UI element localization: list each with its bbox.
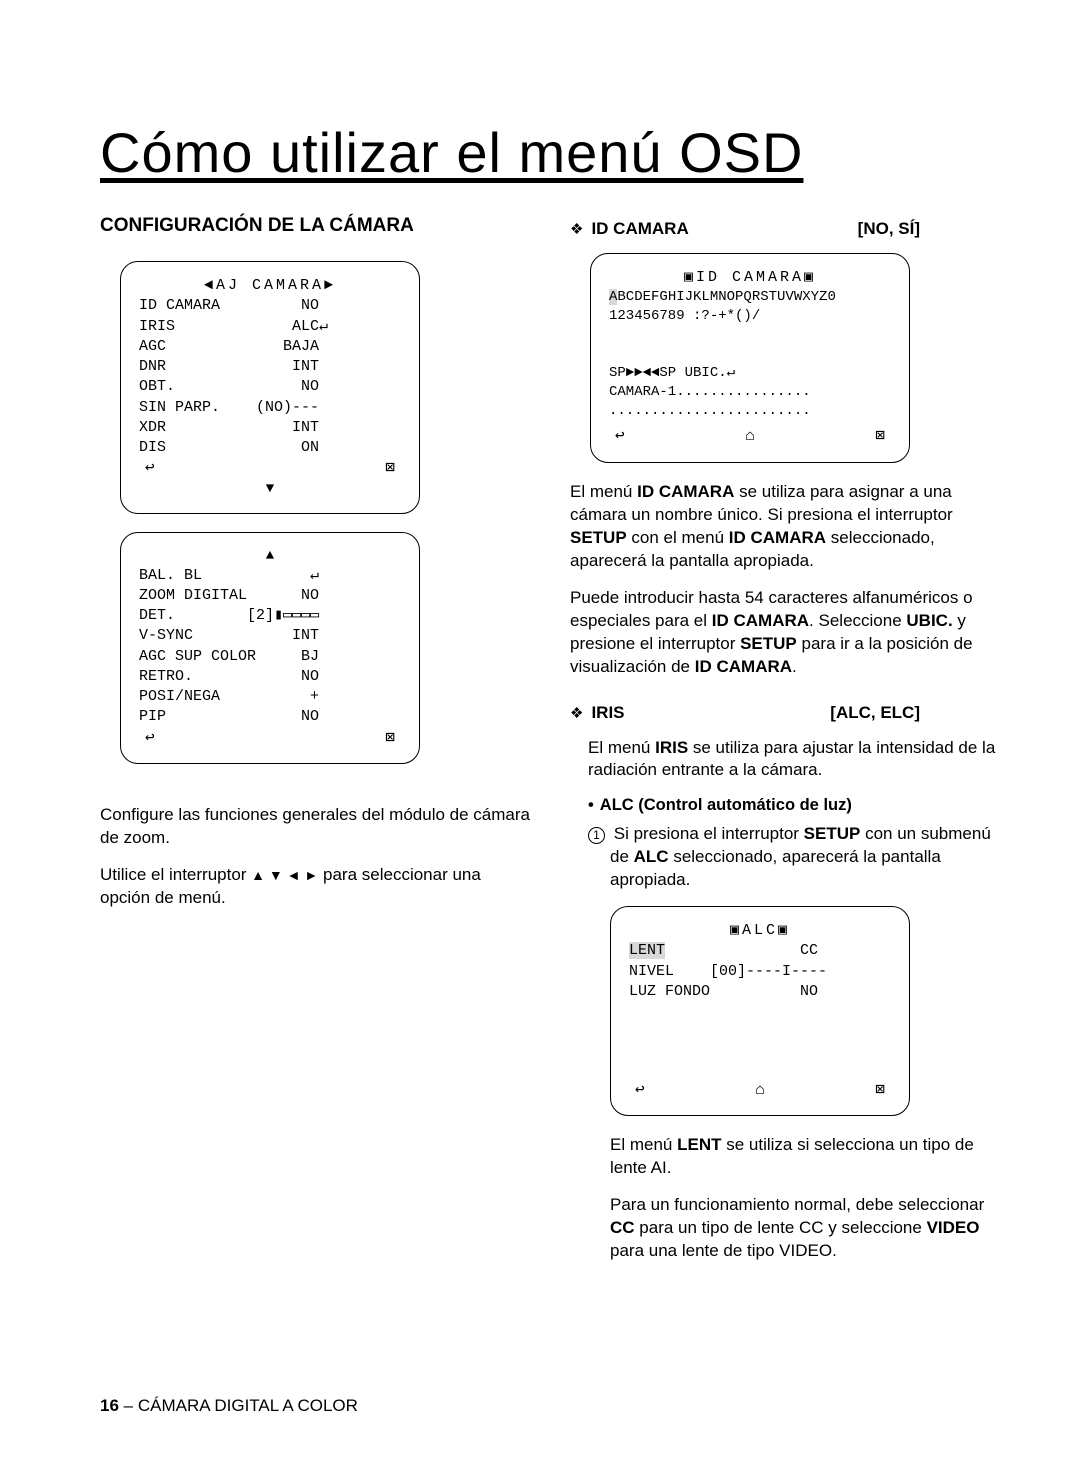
osd-footer-icons: ↩ ⊠ [139,728,401,750]
bold-run: ID CAMARA [712,611,809,630]
bullet-label: ALC (Control automático de luz) [600,796,852,814]
back-icon: ↩ [635,1080,645,1102]
text-run: . Seleccione [809,611,906,630]
numbered-item: 1 Si presiona el interruptor SETUP con u… [588,823,1000,892]
close-icon: ⊠ [875,426,885,448]
body-text: Utilice el interruptor ▲ ▼ ◄ ► para sele… [100,864,530,910]
page-title: Cómo utilizar el menú OSD [100,120,1000,185]
subheading-row: ❖ IRIS [ALC, ELC] [570,703,1000,723]
arrow-icons: ▲ ▼ ◄ ► [251,867,318,883]
text-run: Si presiona el interruptor [614,824,804,843]
back-icon: ↩ [145,728,155,750]
bold-run: LENT [677,1135,721,1154]
bold-run: SETUP [740,634,797,653]
subhead-options: [ALC, ELC] [830,703,1000,723]
osd-menu-lines: ID CAMARA NO IRIS ALC↵ AGC BAJA DNR INT … [139,296,401,458]
close-icon: ⊠ [385,728,395,750]
back-icon: ↩ [145,458,155,480]
subhead-label: ID CAMARA [591,219,688,239]
text-run: El menú [588,738,655,757]
left-column: CONFIGURACIÓN DE LA CÁMARA ◄AJ CAMARA► I… [100,215,530,1277]
bold-run: CC [610,1218,635,1237]
footer-label: – CÁMARA DIGITAL A COLOR [119,1396,358,1415]
circled-number-icon: 1 [588,827,605,844]
right-column: ❖ ID CAMARA [NO, SÍ] ▣ID CAMARA▣ ABCDEFG… [570,215,1000,1277]
osd-screen-alc: ▣ALC▣ LENT CC NIVEL [00]----I---- LUZ FO… [610,906,910,1116]
body-text: El menú LENT se utiliza si selecciona un… [570,1134,1000,1180]
osd-title: ◄AJ CAMARA► [139,276,401,296]
body-text: Para un funcionamiento normal, debe sele… [570,1194,1000,1263]
body-text: Configure las funciones generales del mó… [100,804,530,850]
bold-run: SETUP [804,824,861,843]
osd-footer-icons: ↩ ⌂ ⊠ [629,1080,891,1102]
osd-footer-icons: ↩ ⊠ [139,458,401,480]
osd-menu-lines: LENT CC NIVEL [00]----I---- LUZ FONDO NO [629,941,891,1063]
osd-title: ▣ALC▣ [629,921,891,941]
bullet-icon: • [588,796,594,814]
text-run: El menú [570,482,637,501]
diamond-icon: ❖ [570,220,583,238]
bold-run: ID CAMARA [695,657,792,676]
chevron-down-icon: ▼ [139,480,401,499]
osd-title: ▣ID CAMARA▣ [609,268,891,288]
osd-footer-icons: ↩ ⌂ ⊠ [609,426,891,448]
text-run: Para un funcionamiento normal, debe sele… [610,1195,984,1214]
osd-menu-lines: BAL. BL ↵ ZOOM DIGITAL NO DET. [2]▮▭▭▭▭ … [139,566,401,728]
subhead-options: [NO, SÍ] [858,219,1000,239]
bold-run: ID CAMARA [637,482,734,501]
bold-run: VIDEO [927,1218,980,1237]
section-header: CONFIGURACIÓN DE LA CÁMARA [100,215,530,237]
two-column-layout: CONFIGURACIÓN DE LA CÁMARA ◄AJ CAMARA► I… [100,215,1000,1277]
page-number: 16 [100,1396,119,1415]
text-run: para una lente de tipo VIDEO. [610,1241,837,1260]
text-run: Utilice el interruptor [100,865,251,884]
bold-run: IRIS [655,738,688,757]
subheading-row: ❖ ID CAMARA [NO, SÍ] [570,219,1000,239]
close-icon: ⊠ [385,458,395,480]
text-run: para un tipo de lente CC y seleccione [635,1218,927,1237]
text-run: con el menú [627,528,729,547]
chevron-up-icon: ▲ [139,547,401,566]
bold-run: ID CAMARA [729,528,826,547]
bold-run: UBIC. [906,611,952,630]
page-footer: 16 – CÁMARA DIGITAL A COLOR [100,1396,358,1416]
osd-screen-idcamara: ▣ID CAMARA▣ ABCDEFGHIJKLMNOPQRSTUVWXYZ0 … [590,253,910,463]
subhead-label: IRIS [591,703,624,723]
body-text: Puede introducir hasta 54 caracteres alf… [570,587,1000,679]
home-icon: ⌂ [755,1080,765,1102]
home-icon: ⌂ [745,426,755,448]
bold-run: ALC [634,847,669,866]
text-run: . [792,657,797,676]
diamond-icon: ❖ [570,704,583,722]
osd-screen-camera-2: ▲ BAL. BL ↵ ZOOM DIGITAL NO DET. [2]▮▭▭▭… [120,532,420,764]
body-text: El menú ID CAMARA se utiliza para asigna… [570,481,1000,573]
text-run: El menú [610,1135,677,1154]
osd-screen-camera-1: ◄AJ CAMARA► ID CAMARA NO IRIS ALC↵ AGC B… [120,261,420,514]
back-icon: ↩ [615,426,625,448]
close-icon: ⊠ [875,1080,885,1102]
body-text: El menú IRIS se utiliza para ajustar la … [570,737,1000,783]
bullet-heading: • ALC (Control automático de luz) [570,796,1000,815]
osd-menu-lines: ABCDEFGHIJKLMNOPQRSTUVWXYZ0 123456789 :?… [609,288,891,420]
bold-run: SETUP [570,528,627,547]
